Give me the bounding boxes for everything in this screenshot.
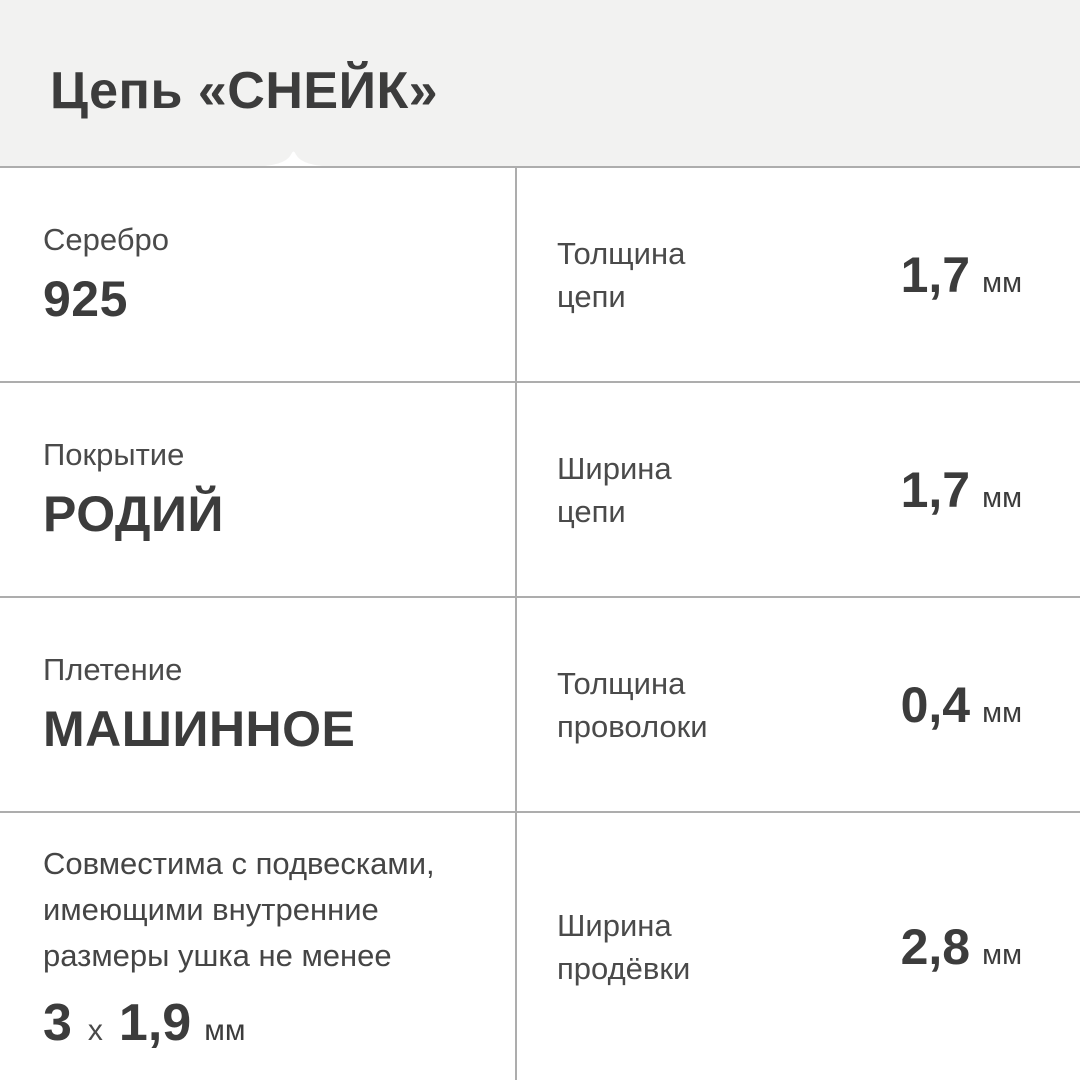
weave-value: МАШИННОЕ: [43, 700, 356, 757]
label-line: Толщина: [557, 665, 686, 701]
chain-width-measurement: 1,7 мм: [901, 461, 1022, 519]
label-line: Ширина: [557, 907, 672, 943]
measurement-unit: мм: [982, 481, 1022, 514]
spec-cell-chain-width: Ширина цепи 1,7 мм: [517, 383, 1080, 596]
threading-width-measurement: 2,8 мм: [901, 918, 1022, 976]
label-line: проволоки: [557, 708, 708, 744]
spec-cell-compatibility: Совместима с подвесками, имеющими внутре…: [0, 813, 517, 1080]
threading-width-label: Ширина продёвки: [557, 904, 901, 990]
compatibility-text-line: имеющими внутренние: [43, 891, 379, 927]
wire-thickness-label: Толщина проволоки: [557, 662, 901, 748]
spec-cell-weave: Плетение МАШИННОЕ: [0, 598, 517, 811]
spec-cell-material: Серебро 925: [0, 168, 517, 381]
spec-table: Серебро 925 Толщина цепи 1,7 мм Покрытие…: [0, 168, 1080, 1080]
chain-width-label: Ширина цепи: [557, 447, 901, 533]
coating-label: Покрытие: [43, 436, 185, 472]
coating-value: РОДИЙ: [43, 485, 224, 542]
label-line: Ширина: [557, 450, 672, 486]
card-header: Цепь «СНЕЙК»: [0, 0, 1080, 168]
material-value: 925: [43, 270, 128, 327]
compatibility-text-line: Совместима с подвесками,: [43, 845, 435, 881]
label-line: продёвки: [557, 950, 691, 986]
chain-thickness-measurement: 1,7 мм: [901, 246, 1022, 304]
label-line: цепи: [557, 278, 626, 314]
material-label: Серебро: [43, 221, 169, 257]
callout-notch-icon: [265, 151, 322, 166]
measurement-unit: мм: [982, 938, 1022, 971]
dimension-separator: х: [87, 1013, 103, 1047]
label-line: цепи: [557, 493, 626, 529]
label-line: Толщина: [557, 235, 686, 271]
measurement-number: 2,8: [900, 918, 971, 975]
spec-row-weave: Плетение МАШИННОЕ Толщина проволоки 0,4 …: [0, 598, 1080, 813]
chain-thickness-label: Толщина цепи: [557, 232, 901, 318]
dimension-number: 3: [43, 993, 72, 1052]
spec-row-coating: Покрытие РОДИЙ Ширина цепи 1,7 мм: [0, 383, 1080, 598]
measurement-unit: мм: [982, 696, 1022, 729]
spec-cell-wire-thickness: Толщина проволоки 0,4 мм: [517, 598, 1080, 811]
spec-cell-chain-thickness: Толщина цепи 1,7 мм: [517, 168, 1080, 381]
page-title: Цепь «СНЕЙК»: [50, 62, 439, 120]
weave-label: Плетение: [43, 651, 183, 687]
spec-cell-threading-width: Ширина продёвки 2,8 мм: [517, 813, 1080, 1080]
compatibility-text-line: размеры ушка не менее: [43, 937, 392, 973]
spec-row-material: Серебро 925 Толщина цепи 1,7 мм: [0, 168, 1080, 383]
wire-thickness-measurement: 0,4 мм: [901, 676, 1022, 734]
dimension-unit: мм: [204, 1013, 246, 1047]
spec-row-compatibility: Совместима с подвесками, имеющими внутре…: [0, 813, 1080, 1080]
measurement-number: 1,7: [900, 461, 971, 518]
measurement-unit: мм: [982, 266, 1022, 299]
spec-cell-coating: Покрытие РОДИЙ: [0, 383, 517, 596]
measurement-number: 1,7: [900, 246, 971, 303]
dimension-number: 1,9: [118, 993, 192, 1052]
compatibility-dimensions: 3 х 1,9 мм: [43, 993, 515, 1053]
compatibility-text: Совместима с подвесками, имеющими внутре…: [43, 841, 515, 979]
measurement-number: 0,4: [900, 676, 971, 733]
